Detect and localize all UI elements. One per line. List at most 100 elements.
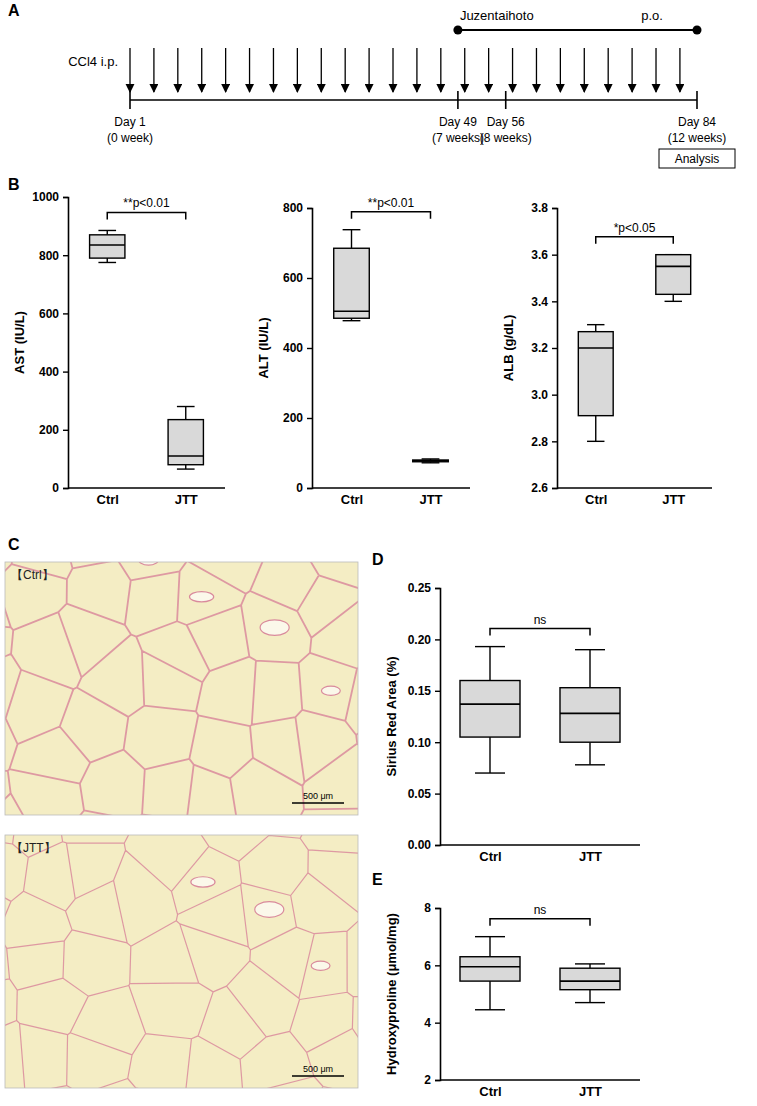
whisker-cap-low — [665, 301, 682, 302]
injection-arrow — [488, 48, 489, 92]
y-tick-label: 6 — [424, 959, 431, 973]
vessel-lumen — [311, 961, 330, 970]
x-tick: JTT — [419, 492, 442, 507]
micrograph: 【Ctrl】500 μm — [0, 522, 403, 855]
box-median — [168, 455, 203, 457]
box-chart: 0.000.050.100.150.200.25CtrlJTTSirius Re… — [384, 581, 640, 864]
scale-bar — [292, 802, 344, 804]
y-tick: 2.8 — [531, 435, 557, 449]
x-tick: Ctrl — [479, 849, 501, 864]
injection-arrow — [201, 48, 202, 92]
significance-bracket — [490, 629, 590, 636]
x-tick: Ctrl — [341, 492, 363, 507]
whisker-cap-high — [475, 646, 505, 647]
panel-label: B — [8, 176, 20, 193]
injection-arrow — [129, 48, 130, 92]
box-body — [560, 968, 620, 990]
x-tick-label: JTT — [419, 492, 442, 507]
whisker-cap-low — [475, 772, 505, 773]
y-axis-title: Hydroxyproline (μmol/mg) — [384, 913, 399, 1075]
whisker-cap-high — [343, 229, 361, 230]
y-tick-mark — [552, 394, 557, 395]
x-tick-label: Ctrl — [479, 849, 501, 864]
x-tick-label: Ctrl — [97, 492, 119, 507]
significance-label: **p<0.01 — [123, 196, 170, 210]
y-tick: 3.4 — [531, 295, 557, 309]
box-median — [334, 310, 370, 312]
timeline-tick-label: Day 56 — [487, 115, 525, 129]
y-tick: 200 — [283, 411, 312, 425]
box — [413, 459, 449, 463]
y-tick-label: 400 — [283, 341, 303, 355]
box — [656, 255, 691, 302]
injection-arrow — [153, 48, 154, 92]
y-tick: 2.6 — [531, 481, 557, 495]
y-axis: 2468 — [424, 901, 440, 1087]
x-tick: JTT — [579, 1084, 602, 1099]
y-tick-label: 800 — [39, 249, 59, 263]
box-marks — [334, 230, 449, 463]
x-tick: Ctrl — [479, 1084, 501, 1099]
y-tick: 0.20 — [408, 633, 440, 647]
y-tick-label: 200 — [39, 423, 59, 437]
timeline-tick — [457, 91, 459, 109]
scale-bar-label: 500 μm — [303, 791, 333, 801]
y-tick: 400 — [283, 341, 312, 355]
y-tick-mark — [307, 348, 312, 349]
y-tick: 800 — [283, 201, 312, 215]
micrograph: 【JTT】 500 μm — [0, 795, 398, 1106]
y-tick: 600 — [39, 307, 68, 321]
y-tick: 6 — [424, 959, 440, 973]
box-chart: 02004006008001000CtrlJTTAST (IU/L)**p<0.… — [12, 190, 225, 507]
injection-arrow — [655, 48, 656, 92]
x-axis: Ctrl JTT — [68, 488, 225, 507]
timeline-tick-sublabel: (0 week) — [107, 131, 153, 145]
x-tick-label: JTT — [579, 1084, 602, 1099]
scale-bar — [292, 1075, 344, 1077]
whisker-cap-low — [575, 1002, 605, 1003]
whisker-cap-low — [587, 441, 604, 442]
y-tick-mark — [435, 639, 440, 640]
whisker-high — [185, 407, 186, 420]
y-axis-line — [552, 209, 558, 489]
timeline-tick-label: Day 84 — [678, 115, 716, 129]
micrograph-content — [5, 835, 358, 1088]
y-tick-label: 8 — [424, 901, 431, 915]
y-axis-title: ALT (IU/L) — [256, 317, 271, 378]
box-body — [334, 248, 370, 318]
y-tick-label: 0 — [296, 481, 303, 495]
scale-bar-label: 500 μm — [303, 1064, 333, 1074]
timeline-axis — [130, 99, 697, 101]
y-tick: 200 — [39, 423, 68, 437]
y-tick: 2 — [424, 1073, 440, 1087]
analysis-label: Analysis — [675, 152, 720, 166]
y-axis-line — [307, 209, 313, 489]
box-marks — [578, 255, 690, 442]
micrograph-label: 【JTT】 — [11, 841, 56, 855]
box — [460, 647, 520, 773]
tissue-texture — [5, 835, 358, 1088]
x-axis: Ctrl JTT — [440, 1080, 640, 1099]
timeline: CCl4 i.p.Day 1(0 week)Day 49(7 weeks)Day… — [68, 8, 735, 168]
y-tick-mark — [307, 278, 312, 279]
treatment-label: Juzentaihoto — [460, 8, 534, 23]
micrograph-background — [5, 562, 358, 815]
y-tick-mark — [63, 255, 68, 256]
analysis-box — [659, 149, 735, 168]
box — [90, 230, 125, 262]
y-tick: 0.15 — [408, 684, 440, 698]
injection-label: CCl4 i.p. — [68, 54, 118, 69]
x-tick-label: JTT — [175, 492, 198, 507]
timeline-tick-label: Day 49 — [439, 115, 477, 129]
y-axis-title: Sirius Red Area (%) — [384, 656, 399, 776]
timeline-tick-label: Day 1 — [114, 115, 146, 129]
significance-bracket — [107, 212, 186, 219]
timeline-tick — [129, 91, 131, 109]
y-tick: 3.2 — [531, 341, 557, 355]
panel-label: E — [372, 871, 383, 888]
y-tick-mark — [307, 418, 312, 419]
y-tick-label: 0.15 — [408, 684, 432, 698]
figure-container: ABCDECCl4 i.p.Day 1(0 week)Day 49(7 week… — [0, 0, 757, 1106]
whisker-cap-low — [575, 764, 605, 765]
y-tick-mark — [435, 742, 440, 743]
